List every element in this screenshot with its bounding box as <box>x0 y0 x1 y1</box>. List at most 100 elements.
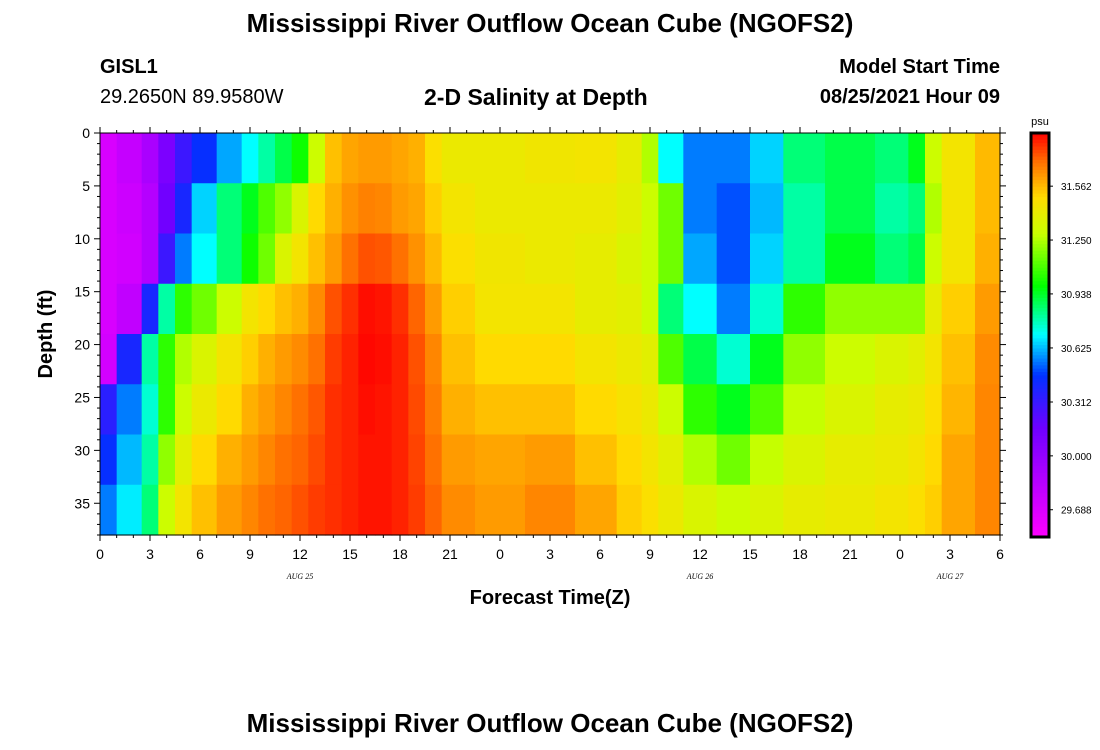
heatmap-cell <box>175 484 193 536</box>
heatmap-cell <box>941 133 976 184</box>
x-tick-label: 9 <box>646 546 654 562</box>
heatmap-cell <box>425 484 443 536</box>
heatmap-cell <box>441 233 476 285</box>
x-tick-label: 0 <box>496 546 504 562</box>
heatmap-cell <box>525 334 576 385</box>
colorbar-segment <box>1031 173 1049 178</box>
heatmap-cell <box>925 484 943 536</box>
colorbar-segment <box>1031 234 1049 238</box>
colorbar-segment <box>1031 331 1049 336</box>
heatmap-cell <box>116 384 143 436</box>
heatmap-cell <box>358 133 376 184</box>
heatmap-cell <box>241 334 259 385</box>
heatmap-cell <box>375 183 393 235</box>
colorbar-segment <box>1031 392 1049 397</box>
heatmap-cell <box>308 183 326 235</box>
colorbar-segment <box>1031 230 1049 235</box>
heatmap-cell <box>358 183 376 235</box>
heatmap-cell <box>275 334 293 385</box>
heatmap-cell <box>908 484 926 536</box>
heatmap-cell <box>391 334 409 385</box>
heatmap-cell <box>241 183 259 235</box>
heatmap-cell <box>441 133 476 184</box>
colorbar-segment <box>1031 321 1049 326</box>
heatmap-cell <box>116 283 143 335</box>
heatmap-cell <box>141 133 159 184</box>
y-tick-label: 20 <box>74 337 90 353</box>
heatmap-cell <box>358 334 376 385</box>
heatmap-cell <box>925 384 943 436</box>
colorbar-segment <box>1031 301 1049 306</box>
heatmap-cell <box>275 434 293 486</box>
heatmap-cell <box>100 233 118 285</box>
heatmap-cell <box>291 484 309 536</box>
heatmap-cell <box>275 133 293 184</box>
heatmap-cell <box>158 334 176 385</box>
heatmap-cell <box>875 283 909 335</box>
colorbar-segment <box>1031 240 1049 245</box>
heatmap-cell <box>716 233 751 285</box>
heatmap-cell <box>658 334 684 385</box>
x-tick-label: 15 <box>742 546 758 562</box>
heatmap-cell <box>975 283 1001 335</box>
colorbar-segment <box>1031 186 1049 191</box>
heatmap-cell <box>116 334 143 385</box>
heatmap-cell <box>750 484 784 536</box>
heatmap-cell <box>475 233 526 285</box>
heatmap-cell <box>358 384 376 436</box>
heatmap-cell <box>175 133 193 184</box>
colorbar-segment <box>1031 217 1049 222</box>
colorbar-segment <box>1031 213 1049 218</box>
heatmap-cell <box>258 384 276 436</box>
colorbar-segment <box>1031 462 1049 467</box>
heatmap-cell <box>216 133 243 184</box>
heatmap-cell <box>100 384 118 436</box>
heatmap-cell <box>100 484 118 536</box>
x-axis-label: Forecast Time(Z) <box>470 587 631 609</box>
x-tick-label: 6 <box>196 546 204 562</box>
x-tick-label: 21 <box>842 546 858 562</box>
heatmap-cell <box>141 283 159 335</box>
colorbar-segment <box>1031 136 1049 141</box>
heatmap-cell <box>175 283 193 335</box>
colorbar-segment <box>1031 375 1049 380</box>
colorbar-segment <box>1031 341 1049 346</box>
colorbar-segment <box>1031 425 1049 430</box>
colorbar-tick-label: 31.562 <box>1061 182 1092 193</box>
heatmap-cell <box>275 384 293 436</box>
heatmap-cell <box>616 334 643 385</box>
page-title: Mississippi River Outflow Ocean Cube (NG… <box>246 8 854 38</box>
heatmap-cell <box>258 484 276 536</box>
heatmap-cell <box>358 484 376 536</box>
colorbar-segment <box>1031 297 1049 302</box>
heatmap-cell <box>441 334 476 385</box>
colorbar-segment <box>1031 210 1049 215</box>
heatmap-cell <box>616 233 643 285</box>
heatmap-cell <box>408 133 426 184</box>
chart-subtitle: 2-D Salinity at Depth <box>424 84 648 110</box>
heatmap-cell <box>341 283 359 335</box>
colorbar-frame <box>1029 131 1051 539</box>
colorbar-segment <box>1031 250 1049 255</box>
colorbar-segment <box>1031 432 1049 437</box>
colorbar-segment <box>1031 318 1049 323</box>
colorbar-segment <box>1031 473 1049 477</box>
colorbar-segment <box>1031 291 1049 296</box>
colorbar-segment <box>1031 294 1049 299</box>
heatmap-cell <box>341 183 359 235</box>
heatmap-cell <box>375 283 393 335</box>
colorbar-segment <box>1031 513 1049 518</box>
heatmap-cell <box>975 133 1001 184</box>
heatmap-cell <box>525 133 576 184</box>
heatmap-cell <box>425 283 443 335</box>
heatmap-cell <box>783 183 826 235</box>
heatmap-cell <box>325 233 343 285</box>
heatmap-cell <box>341 434 359 486</box>
y-tick-label: 30 <box>74 442 90 458</box>
heatmap-cell <box>158 484 176 536</box>
heatmap-cell <box>425 183 443 235</box>
colorbar-segment <box>1031 237 1049 242</box>
colorbar-segment <box>1031 388 1049 393</box>
heatmap-cell <box>683 183 718 235</box>
heatmap-cell <box>241 283 259 335</box>
